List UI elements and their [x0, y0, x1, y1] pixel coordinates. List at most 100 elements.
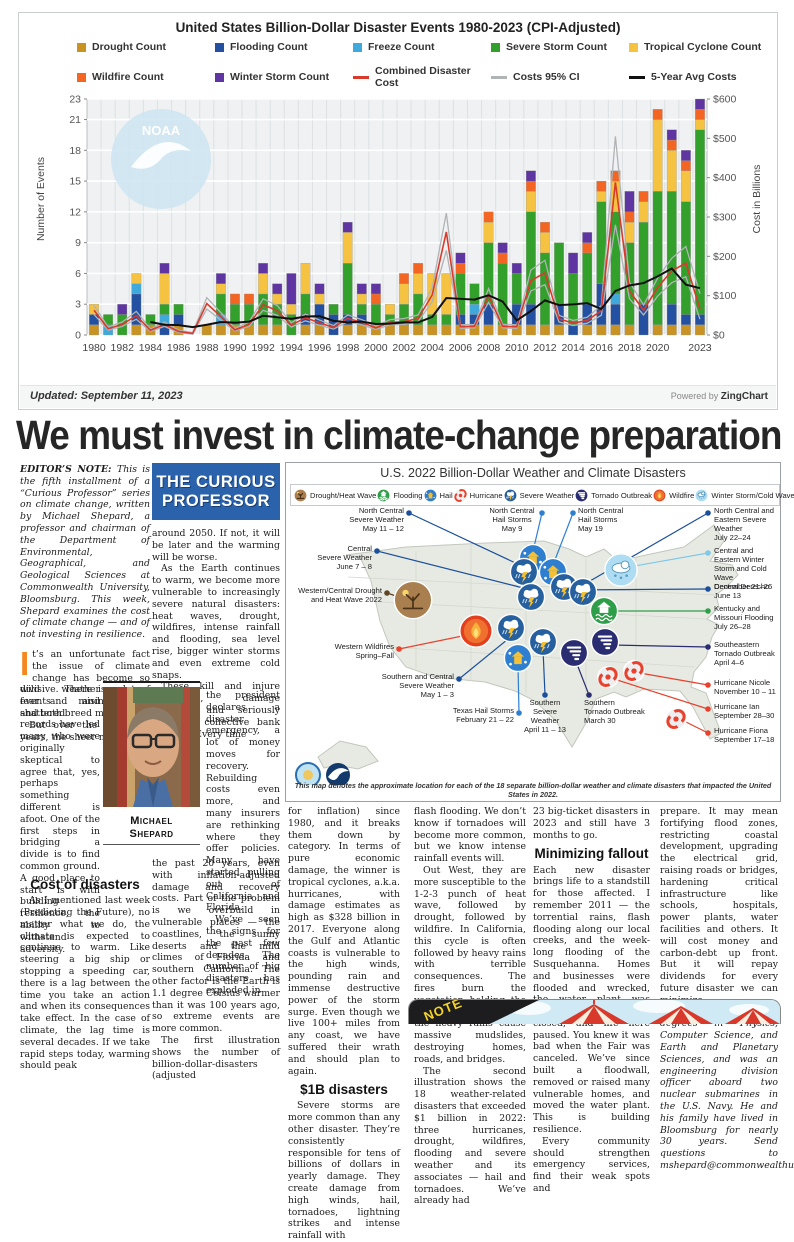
map-legend-item: Hail [422, 487, 453, 503]
chart-legend-item: Severe Storm Count [491, 41, 629, 53]
article-paragraph: Out West, they are more susceptible to t… [414, 864, 526, 1065]
stacked-bar-chart: NOAA 0 3 6 9 12 15 18 21 23 $0 $100 $200 $300 $400 $500… [69, 94, 737, 355]
photo-rule-bottom [103, 844, 200, 846]
winter-icon [694, 487, 710, 503]
severe-icon [516, 582, 546, 612]
article-paragraph: The second illustration shows the 18 wea… [414, 1065, 526, 1207]
legend-line-icon [353, 75, 369, 79]
svg-text:1982: 1982 [111, 342, 135, 354]
article-paragraph: We’ve seen the signs for the past few de… [206, 914, 280, 996]
svg-text:2004: 2004 [421, 342, 445, 354]
wildfire-icon [652, 487, 667, 503]
svg-text:1986: 1986 [167, 342, 191, 354]
legend-swatch-icon [215, 72, 224, 82]
noaa-watermark-icon: NOAA [111, 109, 211, 209]
article-paragraph: As the Earth continues to warm, we becom… [152, 563, 280, 681]
map-event-label: Kentucky and Missouri Flooding July 26–28 [714, 604, 774, 631]
map-event-label: Texas Hail Storms February 21 – 22 [452, 706, 514, 724]
map-legend-item: Winter Storm/Cold Wave [694, 487, 794, 503]
svg-text:NOAA: NOAA [142, 123, 181, 138]
svg-text:2018: 2018 [618, 342, 642, 354]
article-paragraph: flash flooding. We don’t know if tornado… [414, 806, 526, 865]
map-event-label: Southeastern Tornado Outbreak April 4–6 [714, 640, 775, 667]
chart-legend-item: Winter Storm Count [215, 65, 353, 89]
powered-by-text: Powered by [670, 391, 719, 401]
map-event-label: Central Derecho June 13 [714, 582, 770, 600]
drought-icon [393, 580, 433, 620]
disaster-events-chart: United States Billion-Dollar Disaster Ev… [18, 12, 778, 410]
svg-text:$300: $300 [713, 212, 737, 224]
article-paragraph: the president declares a disaster emerge… [206, 690, 280, 914]
severe-icon [502, 487, 518, 503]
flooding-icon [376, 487, 392, 503]
chart-updated-date: Updated: September 11, 2023 [30, 390, 183, 402]
svg-text:9: 9 [75, 237, 81, 249]
map-event-label: Western/Central Drought and Heat Wave 202… [298, 586, 382, 604]
map-legend-item: Severe Weather [502, 487, 574, 503]
drop-cap: I [20, 644, 30, 682]
map-event-label: Hurricane Nicole November 10 – 11 [714, 678, 776, 696]
winter-icon [694, 487, 710, 503]
map-event-label: Hurricane Ian September 28–30 [714, 702, 775, 720]
hail-icon [422, 487, 438, 503]
svg-text:2016: 2016 [590, 342, 614, 354]
chart-title: United States Billion-Dollar Disaster Ev… [175, 20, 621, 35]
map-legend-item: Tornado Outbreak [574, 487, 652, 503]
tornado-icon [574, 487, 590, 503]
wildfire-icon [652, 487, 667, 503]
chart-legend-row-2: Wildfire Count Winter Storm Count Combined… [77, 65, 767, 89]
zingchart-brand: ZingChart [720, 391, 768, 402]
map-legend-item: Hurricane [452, 487, 503, 503]
page-title: We must invest in climate-change prepara… [16, 412, 782, 458]
chart-footer: Updated: September 11, 2023 Powered by Z… [20, 385, 776, 408]
svg-text:2002: 2002 [392, 342, 416, 354]
article-column-1-bottom: Cost of disasters As I mentioned last we… [20, 872, 150, 1072]
map-legend-item: Drought/Heat Wave [293, 487, 376, 503]
map-graphic [286, 507, 780, 788]
hurricane-icon [452, 487, 468, 503]
svg-text:23: 23 [69, 94, 81, 106]
legend-swatch-icon [77, 72, 86, 82]
article-column-6: prepare. It may mean fortifying flood zo… [660, 806, 794, 1172]
chart-legend-item: Freeze Count [353, 41, 491, 53]
map-event-label: North Central Hail Storms May 9 [489, 506, 535, 533]
article-column-3: for inflation) since 1980, and it breaks… [288, 806, 400, 1242]
chart-legend-item: Combined Disaster Cost [353, 65, 491, 89]
svg-text:2014: 2014 [561, 342, 585, 354]
subhead-cost-of-disasters: Cost of disasters [30, 877, 140, 892]
article-paragraph: around 2050. If not, it will be later an… [152, 528, 280, 563]
svg-text:18: 18 [69, 145, 81, 157]
hail-icon [503, 643, 533, 673]
article-paragraph: Severe storms are more common than any o… [288, 1100, 400, 1242]
map-legend-item: Wildfire [652, 487, 694, 503]
badge-line-1: THE CURIOUS [156, 472, 276, 491]
article-column-1: EDITOR’S NOTE: This is the fifth install… [20, 464, 150, 743]
disaster-map-2022: U.S. 2022 Billion-Dollar Weather and Cli… [285, 462, 794, 802]
article-paragraph: 23 big-ticket disasters in 2023 and stil… [533, 806, 650, 841]
legend-swatch-icon [77, 42, 86, 52]
svg-text:$200: $200 [713, 251, 737, 263]
legend-swatch-icon [215, 42, 224, 52]
map-event-label: North Central and Eastern Severe Weather J… [714, 506, 774, 542]
hail-icon [422, 487, 438, 503]
map-caption: This map denotes the approximate locatio… [294, 781, 772, 799]
chart-plot-area: NOAA 0 3 6 9 12 15 18 21 23 $0 $100 $200 $300 $400 $500… [21, 87, 775, 387]
article-paragraph: But over the past few years, the sheer n… [20, 719, 150, 743]
svg-text:2020: 2020 [646, 342, 670, 354]
article-column-1-narrow: wild weather events and shattered record… [20, 684, 100, 955]
drought-icon [293, 487, 308, 503]
chart-powered-by: Powered by ZingChart [671, 391, 768, 402]
author-photo-caption: Michael Shepard [129, 815, 174, 840]
editors-note: EDITOR’S NOTE: This is the fifth install… [20, 464, 150, 641]
svg-text:1990: 1990 [223, 342, 247, 354]
tent-icon [559, 1000, 629, 1024]
subhead-1b-disasters: $1B disasters [300, 1082, 388, 1098]
subhead-minimizing-fallout: Minimizing fallout [534, 846, 649, 862]
svg-text:2023: 2023 [688, 342, 712, 354]
map-event-label: Southern Severe Weather April 11 – 13 [523, 698, 567, 734]
legend-swatch-icon [353, 42, 362, 52]
article-paragraph: for inflation) since 1980, and it breaks… [288, 806, 400, 1077]
hurricane-icon [623, 660, 645, 682]
svg-text:$500: $500 [713, 133, 737, 145]
severe-icon [509, 557, 539, 587]
